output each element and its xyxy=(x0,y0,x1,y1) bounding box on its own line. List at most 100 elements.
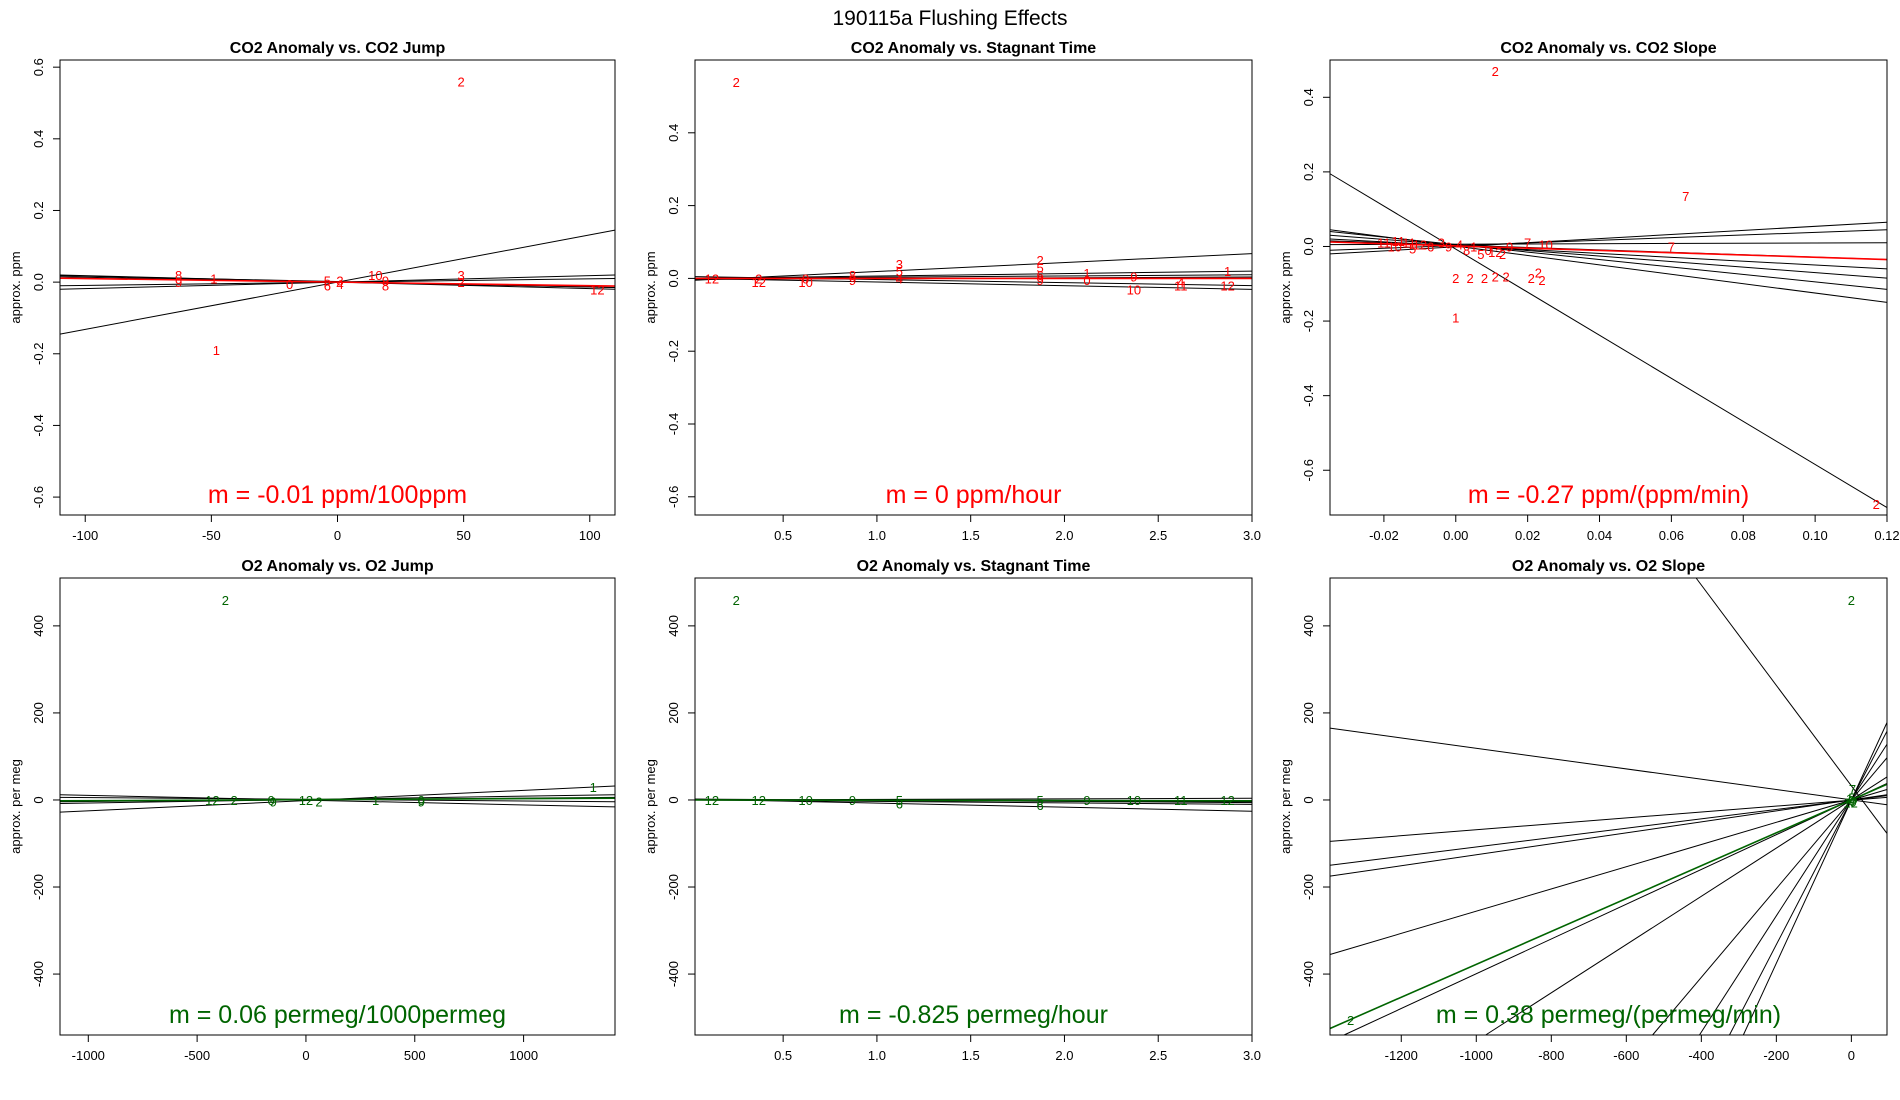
data-point-label: 9 xyxy=(1445,239,1452,254)
y-tick-label: -200 xyxy=(1301,874,1316,900)
x-tick-label: 0 xyxy=(302,1048,309,1063)
y-tick-label: -200 xyxy=(31,874,46,900)
figure-title: 190115a Flushing Effects xyxy=(832,7,1067,30)
panel-title: O2 Anomaly vs. O2 Slope xyxy=(1512,558,1705,575)
data-point-label: 12 xyxy=(1843,796,1857,811)
y-tick-label: -0.2 xyxy=(1301,310,1316,332)
data-point-label: 10 xyxy=(368,268,382,283)
y-tick-label: -0.6 xyxy=(666,486,681,508)
y-tick-label: -400 xyxy=(31,961,46,987)
fit-line xyxy=(1329,789,1888,955)
x-tick-label: 2.0 xyxy=(1055,528,1073,543)
data-point-label: 2 xyxy=(1492,269,1499,284)
data-point-label: 4 xyxy=(1456,238,1463,253)
data-point-label: 4 xyxy=(1177,275,1184,290)
data-point-label: 2 xyxy=(457,74,464,89)
x-tick-label: -600 xyxy=(1613,1048,1639,1063)
data-point-label: 11 xyxy=(1377,236,1391,251)
y-tick-label: 0.6 xyxy=(31,58,46,76)
data-point-label: 2 xyxy=(1481,271,1488,286)
data-point-label: 11 xyxy=(1392,234,1406,249)
mean-fit-line xyxy=(1329,241,1888,261)
plot-frame xyxy=(694,59,1253,516)
y-tick-label: -0.4 xyxy=(666,413,681,435)
y-tick-label: -0.6 xyxy=(1301,459,1316,481)
data-point-label: 1 xyxy=(1452,310,1459,325)
data-point-label: 9 xyxy=(1850,794,1857,809)
fit-line xyxy=(1329,794,1888,877)
x-tick-label: 0.10 xyxy=(1802,528,1827,543)
data-point-label: 12 xyxy=(705,271,719,286)
slope-annotation: m = 0 ppm/hour xyxy=(886,481,1062,509)
x-tick-label: 0.04 xyxy=(1587,528,1612,543)
fit-lines xyxy=(59,785,616,813)
data-point-label: 1 xyxy=(213,343,220,358)
data-point-label: 8 xyxy=(175,268,182,283)
data-point-label: 0 xyxy=(1848,793,1855,808)
fit-line xyxy=(694,253,1253,281)
data-point-label: 12 xyxy=(1220,279,1234,294)
x-tick-label: 0.02 xyxy=(1515,528,1540,543)
y-tick-label: -200 xyxy=(666,874,681,900)
data-point-label: 10 xyxy=(1127,793,1141,808)
x-tick-label: 2.5 xyxy=(1149,528,1167,543)
data-point-label: 3 xyxy=(1438,236,1445,251)
data-point-label: 2 xyxy=(1492,64,1499,79)
data-point-label: 2 xyxy=(733,75,740,90)
y-axis: -0.6 -0.4 -0.2 0.0 0.2 0.4 0.6 xyxy=(31,58,60,508)
x-tick-label: -500 xyxy=(184,1048,210,1063)
y-tick-label: 0 xyxy=(31,796,46,803)
y-tick-label: 400 xyxy=(31,615,46,637)
x-tick-label: 0.12 xyxy=(1874,528,1899,543)
x-tick-label: -100 xyxy=(72,528,98,543)
data-point-label: 5 xyxy=(1409,241,1416,256)
x-tick-label: 3.0 xyxy=(1243,1048,1261,1063)
y-tick-label: -0.4 xyxy=(31,414,46,436)
data-point-label: 9 xyxy=(849,273,856,288)
y-tick-label: 200 xyxy=(31,702,46,724)
y-axis: -0.6 -0.4 -0.2 0.0 0.2 0.4 xyxy=(1301,88,1330,481)
x-tick-label: 2.5 xyxy=(1149,1048,1167,1063)
data-point-label: 2 xyxy=(1502,269,1509,284)
data-point-label: 0 xyxy=(286,277,293,292)
data-point-label: 2 xyxy=(1535,266,1542,281)
data-point-label: 8 xyxy=(382,279,389,294)
y-tick-label: -400 xyxy=(1301,961,1316,987)
data-point-label: 12 xyxy=(205,793,219,808)
y-axis-title: approx. ppm xyxy=(643,251,658,323)
fit-lines xyxy=(59,229,616,335)
plot-frame xyxy=(694,577,1253,1036)
data-point-label: 9 xyxy=(418,794,425,809)
data-point-label: 2 xyxy=(231,793,238,808)
data-point-label: 10 xyxy=(1538,238,1552,253)
data-point-label: 11 xyxy=(1174,793,1188,808)
y-tick-label: -0.6 xyxy=(31,486,46,508)
x-tick-label: -400 xyxy=(1688,1048,1714,1063)
data-point-label: 2 xyxy=(222,593,229,608)
fit-line xyxy=(1329,229,1888,251)
x-tick-label: 0.06 xyxy=(1659,528,1684,543)
x-tick-label: -1000 xyxy=(72,1048,105,1063)
fit-lines xyxy=(1329,173,1888,508)
slope-annotation: m = -0.27 ppm/(ppm/min) xyxy=(1468,481,1749,509)
x-axis: -0.02 0.00 0.02 0.04 0.06 0.08 0.10 0.12 xyxy=(1369,515,1900,543)
x-tick-label: 1.5 xyxy=(962,528,980,543)
data-point-label: 4 xyxy=(336,277,343,292)
x-axis: -1000 -500 0 500 1000 xyxy=(72,1035,538,1063)
slope-annotation: m = -0.825 permeg/hour xyxy=(839,1001,1108,1029)
x-tick-label: 100 xyxy=(579,528,601,543)
slope-annotation: m = 0.06 permeg/1000permeg xyxy=(169,1001,506,1029)
data-point-label: 2 xyxy=(1467,271,1474,286)
data-point-label: 5 xyxy=(896,793,903,808)
fit-line xyxy=(1329,221,1888,255)
mean-fit-line xyxy=(1329,783,1888,1030)
y-tick-label: 0.2 xyxy=(31,201,46,219)
x-tick-label: 0 xyxy=(334,528,341,543)
data-point-label: 2 xyxy=(1848,593,1855,608)
data-point-label: 7 xyxy=(1668,239,1675,254)
